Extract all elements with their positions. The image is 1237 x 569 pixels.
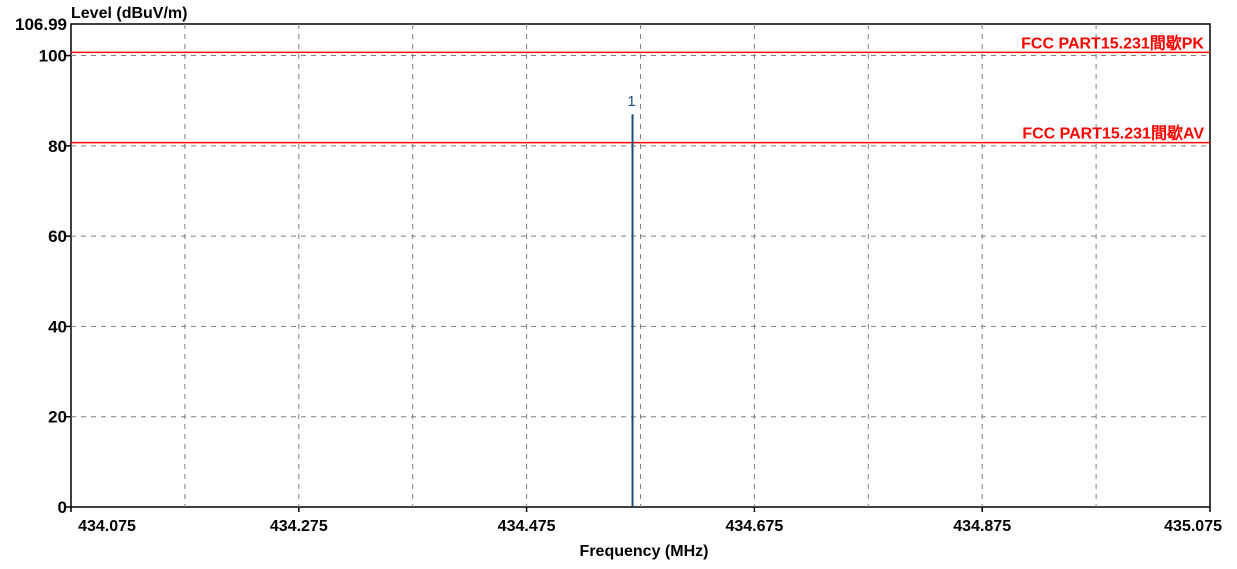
limit-label-av: FCC PART15.231間歇AV	[1022, 124, 1204, 143]
y-tick-label: 40	[48, 317, 67, 336]
y-tick-label: 100	[39, 47, 67, 66]
y-tick-label: 106.99	[15, 15, 67, 34]
limit-label-pk: FCC PART15.231間歇PK	[1021, 33, 1204, 52]
x-tick-label: 434.875	[953, 518, 1011, 535]
x-tick-label: 434.675	[725, 518, 783, 535]
y-tick-label: 80	[48, 137, 67, 156]
marker-label: 1	[627, 93, 635, 110]
x-tick-label: 434.475	[498, 518, 556, 535]
x-tick-label: 434.075	[78, 518, 136, 535]
x-tick-label: 435.075	[1164, 518, 1222, 535]
y-tick-label: 60	[48, 227, 67, 246]
y-tick-label: 0	[58, 498, 67, 517]
y-tick-label: 20	[48, 408, 67, 427]
x-axis-label: Frequency (MHz)	[580, 543, 709, 560]
y-axis-label: Level (dBuV/m)	[71, 5, 187, 22]
x-tick-label: 434.275	[270, 518, 328, 535]
